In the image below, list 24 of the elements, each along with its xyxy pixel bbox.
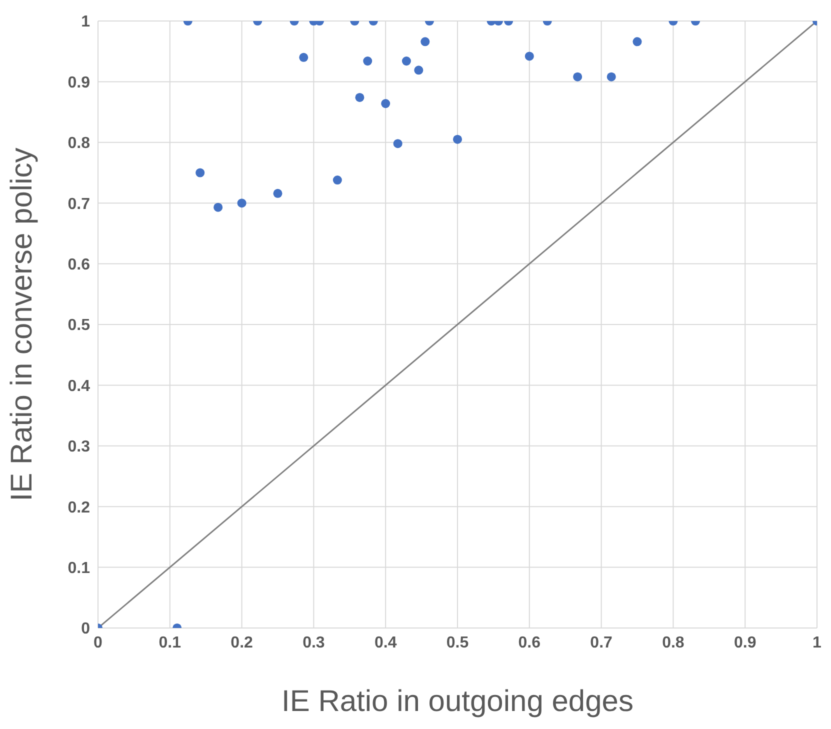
y-tick-label: 0.4	[68, 378, 90, 395]
x-tick-label: 0.2	[230, 634, 254, 652]
x-tick-label: 0.9	[734, 634, 756, 652]
y-tick-label: 0.3	[68, 438, 90, 456]
y-tick-label: 0.1	[68, 560, 90, 577]
x-tick-label: 0.1	[158, 634, 182, 652]
x-tick-label: 0	[94, 634, 103, 652]
y-axis-title: IE Ratio in converse policy	[6, 148, 38, 502]
y-tick-label: 0.8	[68, 135, 90, 152]
y-tick-label: 0.9	[68, 74, 90, 92]
y-tick-label: 1	[81, 14, 90, 31]
x-tick-label: 0.6	[518, 634, 541, 652]
y-tick-label: 0.7	[68, 196, 90, 213]
y-tick-label: 0	[81, 620, 90, 638]
y-tick-label: 0.2	[68, 499, 90, 516]
x-tick-label: 1	[812, 634, 822, 652]
x-axis-title: IE Ratio in outgoing edges	[282, 685, 634, 718]
y-tick-label: 0.5	[68, 317, 90, 334]
x-tick-label: 0.3	[302, 634, 325, 652]
x-tick-label: 0.4	[374, 634, 397, 652]
x-tick-label: 0.5	[446, 634, 469, 652]
y-tick-label: 0.6	[68, 256, 90, 274]
x-tick-label: 0.8	[662, 634, 684, 652]
x-tick-label: 0.7	[590, 634, 613, 652]
